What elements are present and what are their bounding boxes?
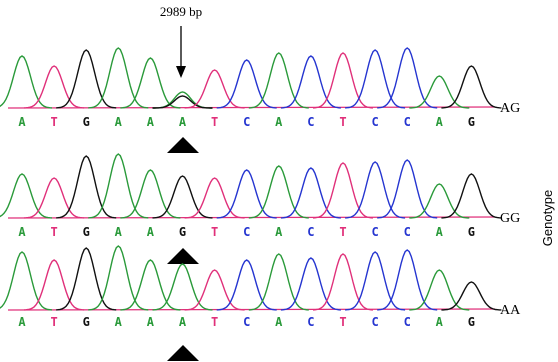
arrow-head xyxy=(176,66,186,78)
base-call: C xyxy=(371,315,378,329)
base-call: C xyxy=(404,315,411,329)
base-call: G xyxy=(468,115,475,129)
base-call: T xyxy=(211,115,218,129)
base-call: C xyxy=(243,225,250,239)
base-call: C xyxy=(371,225,378,239)
base-call: A xyxy=(115,115,123,129)
base-call: C xyxy=(307,225,314,239)
genotype-label: GG xyxy=(500,211,520,226)
base-call: G xyxy=(468,225,475,239)
base-call: T xyxy=(339,315,346,329)
base-call: C xyxy=(404,115,411,129)
peak xyxy=(377,250,437,310)
base-call: A xyxy=(275,115,283,129)
peak xyxy=(120,170,180,218)
peak xyxy=(88,48,148,108)
base-call: A xyxy=(436,225,444,239)
peak xyxy=(153,96,213,108)
base-call: G xyxy=(83,315,90,329)
base-call: T xyxy=(339,225,346,239)
base-call: G xyxy=(83,225,90,239)
base-call: A xyxy=(275,225,283,239)
base-call: A xyxy=(275,315,283,329)
peak xyxy=(441,66,501,108)
base-call: A xyxy=(18,315,26,329)
peak xyxy=(0,56,52,108)
base-call: A xyxy=(115,225,123,239)
peak xyxy=(88,246,148,310)
base-call: A xyxy=(436,315,444,329)
base-call: T xyxy=(211,225,218,239)
peak xyxy=(313,163,373,218)
base-call: A xyxy=(147,115,155,129)
peak xyxy=(409,270,469,310)
peak xyxy=(441,282,501,310)
variant-marker xyxy=(167,137,199,153)
base-call: C xyxy=(243,115,250,129)
base-call: T xyxy=(50,225,57,239)
peak xyxy=(313,254,373,310)
peak xyxy=(56,156,116,218)
base-call: A xyxy=(436,115,444,129)
peak xyxy=(88,154,148,218)
annotation: 2989 bp xyxy=(160,4,202,19)
base-call: T xyxy=(211,315,218,329)
base-call: A xyxy=(18,115,26,129)
peak xyxy=(249,166,309,218)
base-call: C xyxy=(371,115,378,129)
peak xyxy=(441,174,501,218)
genotype-label: AA xyxy=(500,303,521,318)
side-label: Genotype xyxy=(540,190,555,246)
base-call: A xyxy=(147,225,155,239)
peak xyxy=(249,254,309,310)
base-call: A xyxy=(179,115,187,129)
peak xyxy=(56,248,116,310)
base-call: G xyxy=(468,315,475,329)
peak xyxy=(345,252,405,310)
base-call: T xyxy=(339,115,346,129)
base-call: C xyxy=(404,225,411,239)
base-call: C xyxy=(307,315,314,329)
peak xyxy=(345,50,405,108)
peak xyxy=(153,92,213,108)
base-call: A xyxy=(147,315,155,329)
base-call: A xyxy=(115,315,123,329)
peak xyxy=(377,160,437,218)
base-call: T xyxy=(50,115,57,129)
base-call: A xyxy=(179,315,187,329)
peak xyxy=(345,162,405,218)
peak xyxy=(377,48,437,108)
base-call: G xyxy=(83,115,90,129)
genotype-label: AG xyxy=(500,101,520,116)
base-call: C xyxy=(243,315,250,329)
base-call: T xyxy=(50,315,57,329)
base-call: A xyxy=(18,225,26,239)
peak xyxy=(0,252,52,310)
peak xyxy=(249,53,309,108)
variant-marker xyxy=(167,248,199,264)
chromatogram-figure: 2989 bp Genotype ATGAAATCACTCCAGAGATGAAG… xyxy=(0,0,558,362)
base-call: C xyxy=(307,115,314,129)
base-call: G xyxy=(179,225,186,239)
variant-marker xyxy=(167,345,199,361)
peak xyxy=(56,50,116,108)
